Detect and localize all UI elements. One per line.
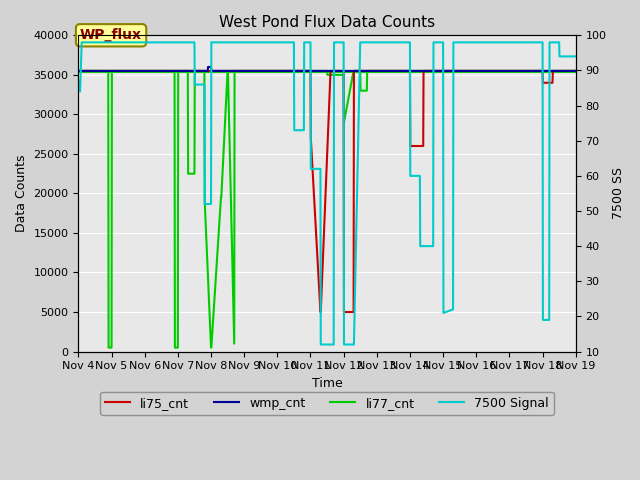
Title: West Pond Flux Data Counts: West Pond Flux Data Counts (219, 15, 435, 30)
Legend: li75_cnt, wmp_cnt, li77_cnt, 7500 Signal: li75_cnt, wmp_cnt, li77_cnt, 7500 Signal (100, 392, 554, 415)
Y-axis label: 7500 SS: 7500 SS (612, 168, 625, 219)
Text: WP_flux: WP_flux (80, 28, 142, 42)
X-axis label: Time: Time (312, 377, 342, 390)
Y-axis label: Data Counts: Data Counts (15, 155, 28, 232)
